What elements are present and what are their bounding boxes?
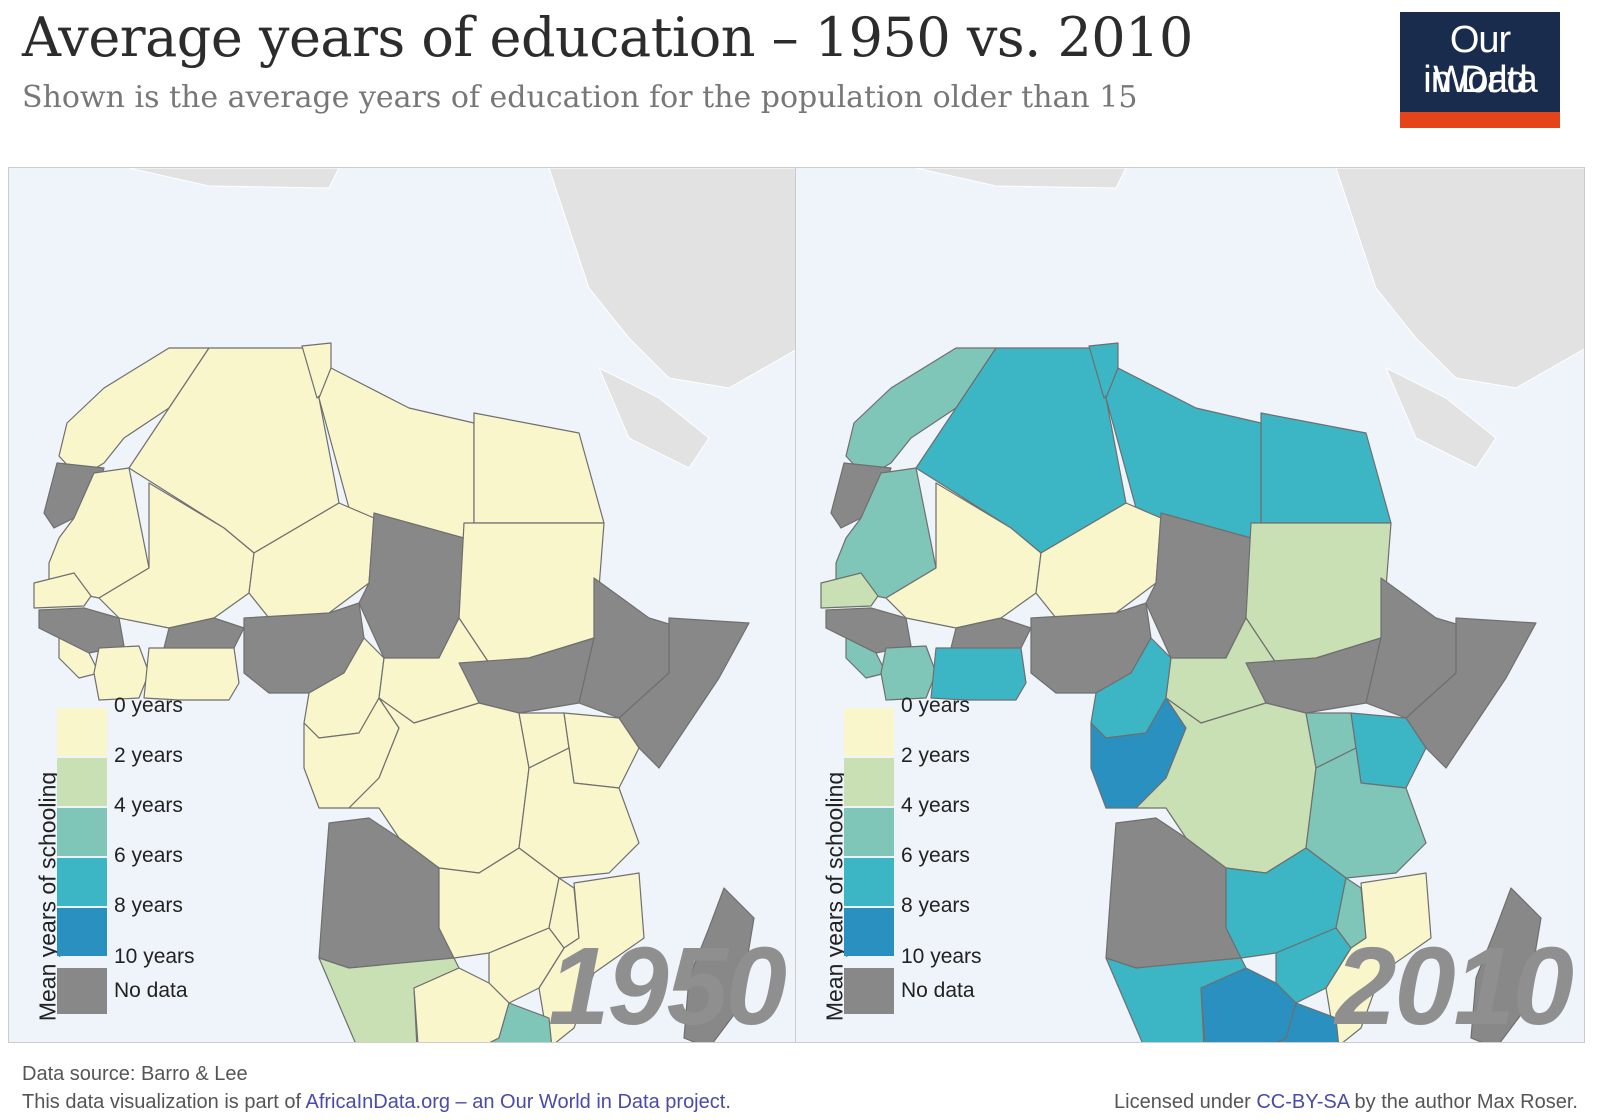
other-land-0	[1335, 168, 1584, 389]
legend-label: 0 years	[901, 694, 970, 717]
country-senegal[interactable]	[33, 572, 92, 609]
chart-subtitle: Shown is the average years of education …	[22, 80, 1138, 115]
legend-label: 4 years	[901, 794, 970, 817]
africa-countries	[33, 342, 755, 1043]
legend-swatch	[57, 758, 107, 806]
country-egypt[interactable]	[473, 412, 605, 524]
legend-label: 8 years	[114, 894, 183, 917]
legend-swatch-no-data	[844, 968, 894, 1014]
country-somalia[interactable]	[1405, 617, 1537, 769]
africa-map-1950	[33, 168, 797, 1043]
country-guinea[interactable]	[38, 607, 125, 654]
other-land-0	[548, 168, 797, 389]
country-mozambique[interactable]	[538, 872, 645, 1043]
legend-label: 8 years	[901, 894, 970, 917]
logo-accent-bar	[1400, 112, 1560, 128]
legend-2010: Mean years of schooling 0 years 2 years 4 y…	[808, 694, 1008, 1033]
country-niger[interactable]	[1035, 502, 1162, 619]
logo-line-1: Our World	[1433, 19, 1528, 101]
footer-project-note: This data visualization is part of Afric…	[22, 1091, 731, 1114]
country-mozambique[interactable]	[1325, 872, 1432, 1043]
country-south-africa[interactable]	[1166, 1002, 1341, 1043]
legend-swatch	[57, 708, 107, 756]
legend-label: 4 years	[114, 794, 183, 817]
country-guinea[interactable]	[825, 607, 912, 654]
license-prefix: Licensed under	[1114, 1091, 1257, 1113]
country-niger[interactable]	[248, 502, 375, 619]
legend-swatch	[844, 708, 894, 756]
license-suffix: by the author Max Roser.	[1348, 1091, 1578, 1113]
map-year-label: 2010	[1335, 925, 1574, 1043]
other-land-1	[1385, 366, 1497, 469]
country-ivory-coast[interactable]	[880, 645, 937, 701]
africaindata-link[interactable]: AfricaInData.org – an Our World in Data …	[305, 1091, 726, 1113]
cc-by-sa-link[interactable]: CC-BY-SA	[1256, 1091, 1349, 1113]
legend-swatch	[844, 808, 894, 856]
data-source: Data source: Barro & Lee	[22, 1063, 248, 1085]
legend-label: 2 years	[114, 744, 183, 767]
africa-map-2010	[820, 168, 1584, 1043]
legend-swatch	[57, 858, 107, 906]
country-south-africa[interactable]	[379, 1002, 554, 1043]
map-panel-1950: Mean years of schooling 0 years 2 years 4 y…	[8, 167, 798, 1043]
country-madagascar[interactable]	[1470, 887, 1542, 1043]
background-landmass	[128, 168, 797, 469]
footer-prefix: This data visualization is part of	[22, 1091, 306, 1113]
country-ghana-togo-benin[interactable]	[930, 647, 1027, 701]
country-chad[interactable]	[1145, 512, 1252, 659]
legend-swatch-no-data	[57, 968, 107, 1014]
map-panel-2010: Mean years of schooling 0 years 2 years 4 y…	[795, 167, 1585, 1043]
legend-label: 2 years	[901, 744, 970, 767]
legend-swatch	[57, 808, 107, 856]
legend-label-no-data: No data	[114, 979, 188, 1002]
other-land-2	[128, 168, 340, 189]
country-ivory-coast[interactable]	[93, 645, 150, 701]
logo-line-2: in Data	[1423, 59, 1537, 101]
legend-label: 6 years	[114, 844, 183, 867]
country-madagascar[interactable]	[683, 887, 755, 1043]
country-sierra-liberia[interactable]	[845, 637, 887, 679]
legend-label: 10 years	[114, 945, 195, 968]
owid-logo[interactable]: Our World in Data	[1400, 12, 1560, 128]
legend-1950: Mean years of schooling 0 years 2 years 4 y…	[21, 694, 221, 1033]
country-senegal[interactable]	[820, 572, 879, 609]
other-land-1	[598, 366, 710, 469]
legend-label: 6 years	[901, 844, 970, 867]
legend-swatch	[844, 758, 894, 806]
country-chad[interactable]	[358, 512, 465, 659]
chart-title: Average years of education – 1950 vs. 20…	[22, 6, 1193, 69]
background-landmass	[915, 168, 1584, 469]
legend-swatch	[57, 908, 107, 956]
map-year-label: 1950	[548, 925, 787, 1043]
legend-label-no-data: No data	[901, 979, 975, 1002]
other-land-2	[915, 168, 1127, 189]
legend-swatch	[844, 908, 894, 956]
legend-label: 0 years	[114, 694, 183, 717]
country-ghana-togo-benin[interactable]	[143, 647, 240, 701]
footer-license: Licensed under CC-BY-SA by the author Ma…	[1114, 1091, 1578, 1114]
legend-swatch	[844, 858, 894, 906]
country-somalia[interactable]	[618, 617, 750, 769]
footer-suffix: .	[725, 1091, 731, 1113]
country-sierra-liberia[interactable]	[58, 637, 100, 679]
africa-countries	[820, 342, 1542, 1043]
legend-label: 10 years	[901, 945, 982, 968]
country-egypt[interactable]	[1260, 412, 1392, 524]
